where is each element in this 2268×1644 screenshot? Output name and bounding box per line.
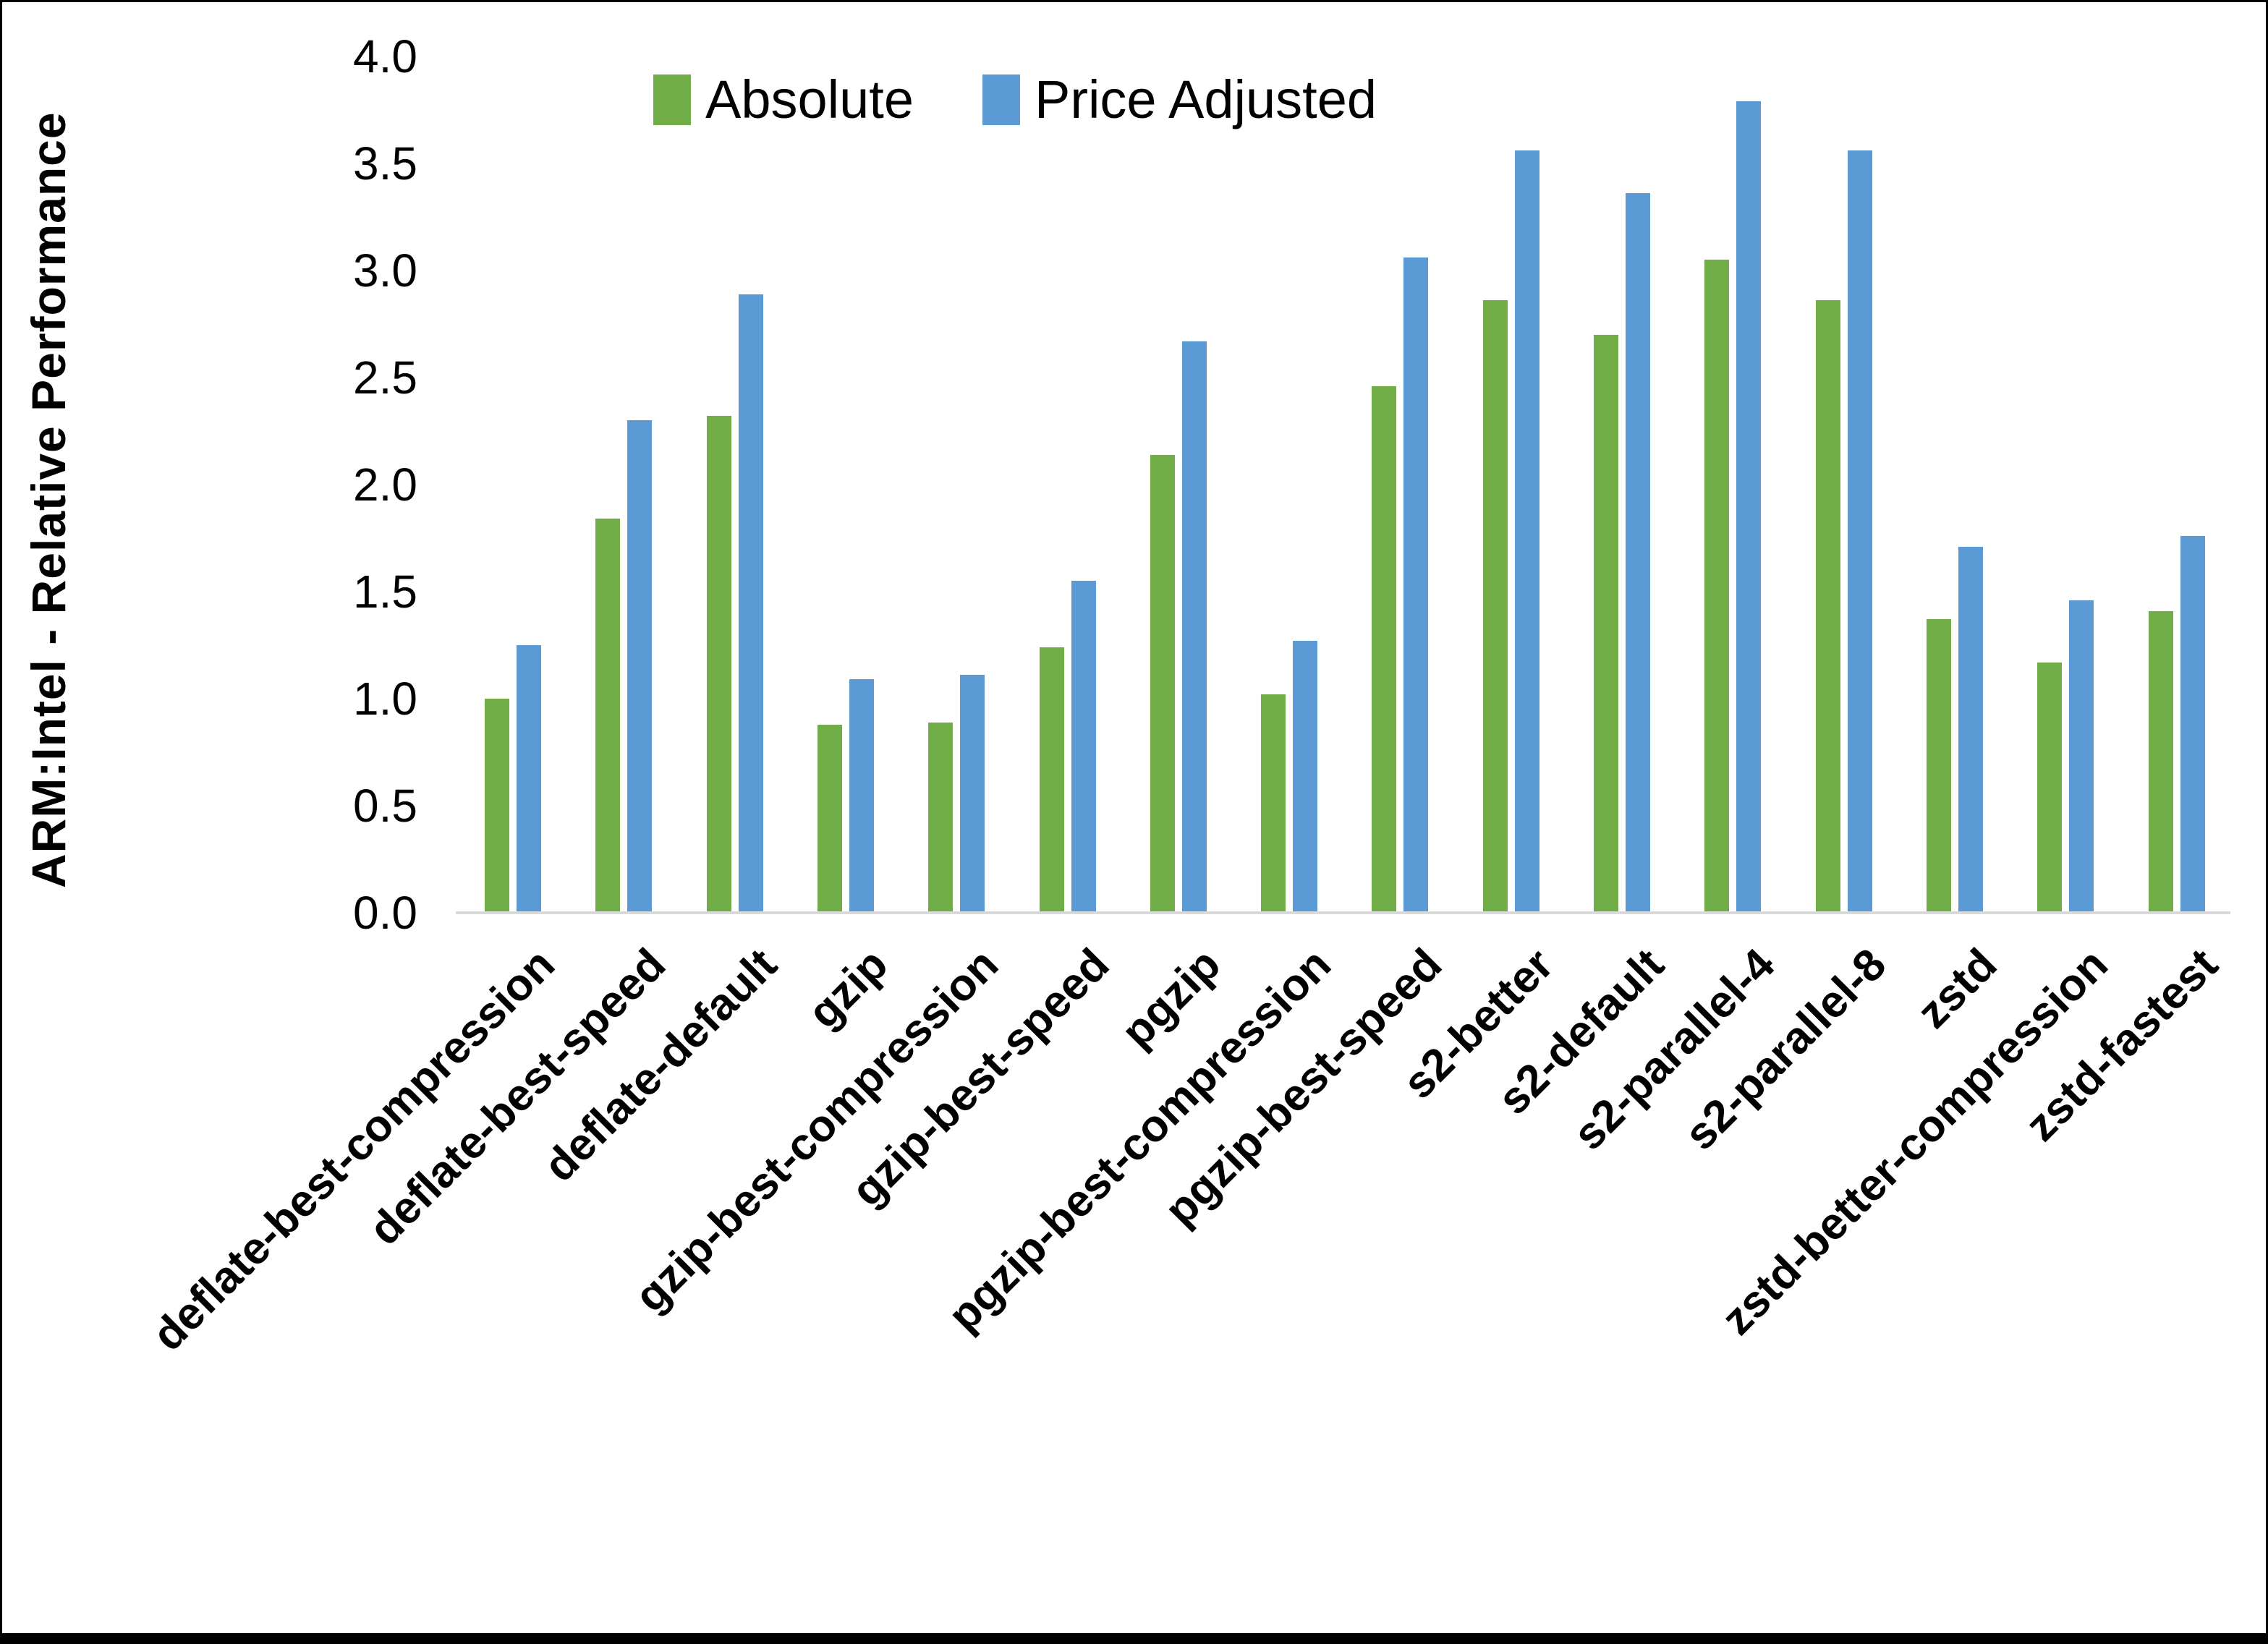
bar-absolute-gzip-best-speed — [1040, 647, 1064, 913]
legend: Absolute Price Adjusted — [653, 69, 1377, 130]
bar-price-adjusted-s2-default — [1626, 193, 1650, 913]
bar-price-adjusted-s2-better — [1515, 150, 1539, 913]
x-axis-label-gzip: gzip — [799, 939, 898, 1039]
bar-absolute-pgzip — [1150, 455, 1175, 913]
bar-absolute-s2-parallel-4 — [1704, 260, 1729, 913]
legend-swatch-price-adjusted — [982, 74, 1020, 125]
bar-absolute-zstd — [1927, 619, 1951, 913]
bar-absolute-zstd-better-compression — [2037, 663, 2062, 913]
bar-price-adjusted-deflate-best-compression — [517, 645, 541, 913]
bar-price-adjusted-pgzip — [1182, 341, 1207, 913]
bar-price-adjusted-pgzip-best-compression — [1293, 641, 1317, 913]
bottom-border-bar — [2, 1633, 2266, 1642]
bar-absolute-s2-better — [1483, 300, 1508, 913]
bar-price-adjusted-gzip-best-speed — [1071, 581, 1096, 913]
y-tick-label: 2.5 — [353, 352, 417, 404]
bar-absolute-pgzip-best-compression — [1261, 694, 1286, 913]
bar-absolute-deflate-default — [707, 416, 731, 913]
legend-item-absolute: Absolute — [653, 69, 914, 130]
y-tick-label: 0.0 — [353, 887, 417, 939]
legend-item-price-adjusted: Price Adjusted — [982, 69, 1377, 130]
bar-absolute-zstd-fastest — [2149, 611, 2173, 913]
x-axis-label-zstd: zstd — [1908, 939, 2007, 1039]
bar-absolute-deflate-best-compression — [485, 699, 509, 913]
y-tick-label: 1.5 — [353, 566, 417, 618]
bar-absolute-s2-default — [1594, 335, 1618, 913]
y-tick-label: 3.0 — [353, 244, 417, 297]
bar-price-adjusted-deflate-best-speed — [627, 420, 652, 913]
bar-absolute-pgzip-best-speed — [1372, 386, 1396, 913]
y-tick-label: 3.5 — [353, 137, 417, 189]
bar-absolute-deflate-best-speed — [595, 519, 620, 913]
bar-price-adjusted-zstd-better-compression — [2069, 600, 2094, 913]
x-axis-label-deflate-best-compression: deflate-best-compression — [143, 939, 565, 1361]
bar-price-adjusted-zstd — [1958, 547, 1983, 913]
x-axis-line — [456, 911, 2230, 914]
y-tick-label: 0.5 — [353, 780, 417, 832]
y-tick-label: 4.0 — [353, 30, 417, 82]
bar-absolute-gzip-best-compression — [928, 723, 953, 913]
legend-label-absolute: Absolute — [705, 69, 914, 129]
y-tick-label: 2.0 — [353, 459, 417, 511]
bar-price-adjusted-deflate-default — [739, 294, 763, 913]
y-tick-label: 1.0 — [353, 673, 417, 725]
bar-price-adjusted-gzip-best-compression — [960, 675, 985, 913]
bar-price-adjusted-gzip — [849, 679, 874, 913]
y-axis-title: ARM:Intel - Relative Performance — [22, 111, 75, 888]
bar-price-adjusted-pgzip-best-speed — [1403, 257, 1428, 913]
bar-price-adjusted-zstd-fastest — [2180, 536, 2205, 913]
legend-label-price-adjusted: Price Adjusted — [1034, 69, 1377, 129]
bar-price-adjusted-s2-parallel-4 — [1736, 101, 1761, 913]
bar-price-adjusted-s2-parallel-8 — [1848, 150, 1872, 913]
bar-absolute-gzip — [817, 725, 842, 913]
legend-swatch-absolute — [653, 74, 691, 125]
bar-absolute-s2-parallel-8 — [1816, 300, 1840, 913]
